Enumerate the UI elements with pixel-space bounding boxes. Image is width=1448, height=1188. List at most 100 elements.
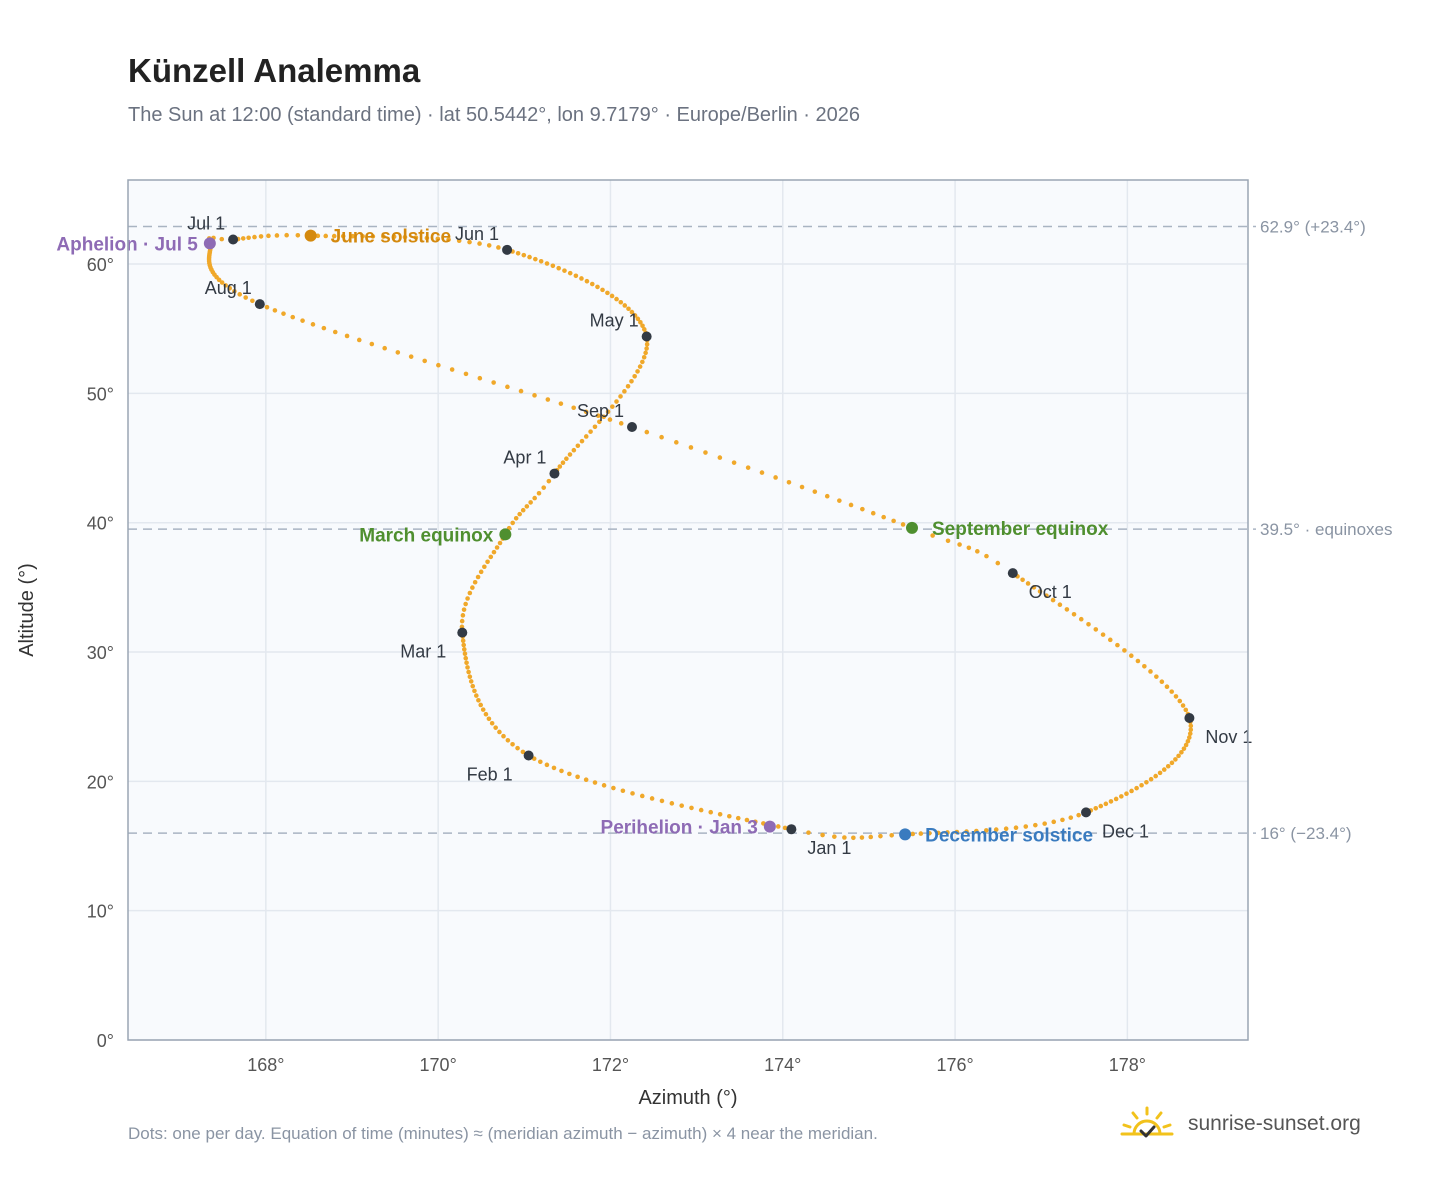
daily-dot — [689, 805, 694, 811]
daily-dot — [413, 235, 419, 240]
daily-dot — [266, 233, 271, 239]
daily-dot — [745, 465, 751, 470]
month-marker-dot — [254, 299, 265, 310]
daily-dot — [436, 362, 441, 368]
daily-dot — [974, 828, 979, 834]
daily-dot — [688, 445, 694, 450]
month-marker-dot — [457, 627, 468, 638]
daily-dot — [567, 771, 572, 777]
axis-ticks: 168° 170° 172° 174° 176° 178° 0° 10° 20° 30° 40° 50… — [87, 255, 1146, 1075]
daily-dot — [889, 832, 894, 838]
brand-logo[interactable]: sunrise-sunset.org — [1120, 1102, 1361, 1146]
daily-dot — [618, 299, 624, 305]
daily-dot — [640, 323, 645, 329]
daily-dot — [571, 447, 577, 453]
daily-dot — [638, 320, 643, 325]
daily-dot — [545, 397, 551, 402]
daily-dot — [489, 720, 495, 726]
daily-dot — [478, 702, 483, 708]
daily-dot — [993, 827, 999, 832]
daily-dot — [1129, 788, 1134, 794]
daily-dot — [551, 765, 557, 771]
daily-dot — [223, 283, 228, 288]
daily-dot — [562, 268, 567, 273]
daily-dot — [1113, 796, 1119, 802]
daily-dot — [538, 258, 544, 264]
daily-dot — [918, 831, 924, 836]
daily-dot — [564, 456, 569, 462]
month-marker-label: Jun 1 — [455, 224, 499, 244]
daily-dot — [640, 359, 645, 365]
daily-dot — [618, 421, 624, 426]
daily-dot — [731, 460, 737, 465]
daily-dot — [360, 233, 365, 239]
daily-dot — [459, 618, 465, 624]
daily-dot — [635, 316, 641, 322]
daily-dot — [1071, 611, 1077, 617]
daily-dot — [1122, 648, 1127, 653]
daily-dot — [1037, 589, 1043, 594]
daily-dot — [497, 540, 503, 546]
daily-dot — [486, 243, 492, 248]
daily-dot — [649, 796, 655, 801]
event-marker-dot — [203, 237, 216, 250]
daily-dot — [605, 290, 610, 296]
daily-dot — [975, 549, 980, 554]
daily-dot — [964, 829, 969, 834]
event-marker-dot — [906, 521, 918, 534]
daily-dot — [219, 236, 225, 242]
daily-dot — [935, 830, 941, 836]
daily-dot — [717, 811, 723, 817]
event-marker-label: Perihelion · Jan 3 — [601, 818, 758, 839]
daily-dot — [595, 284, 600, 290]
daily-dot — [408, 354, 414, 359]
daily-dot — [472, 688, 477, 694]
y-tick-label: 50° — [87, 384, 114, 404]
event-marker-dot — [499, 528, 512, 541]
daily-dot — [1093, 806, 1099, 811]
month-marker-dot — [228, 234, 239, 245]
daily-dot — [480, 707, 486, 712]
daily-dot — [424, 235, 430, 241]
month-marker-dot — [786, 824, 797, 835]
daily-dot — [559, 768, 564, 774]
daily-dot — [1169, 689, 1175, 694]
daily-dot — [609, 293, 615, 299]
daily-dot — [461, 642, 467, 648]
daily-dot — [641, 327, 647, 332]
daily-dot — [583, 434, 589, 439]
daily-dot — [1139, 782, 1144, 788]
y-tick-label: 0° — [97, 1031, 114, 1051]
daily-dot — [515, 745, 520, 751]
daily-dot — [744, 817, 750, 823]
daily-dot — [331, 233, 337, 239]
month-marker-dot — [502, 244, 513, 255]
x-tick-label: 172° — [592, 1055, 629, 1075]
daily-dot — [611, 785, 616, 791]
daily-dot — [546, 478, 552, 484]
daily-dot — [629, 309, 635, 315]
daily-dot — [1031, 585, 1037, 590]
daily-dot — [727, 813, 732, 819]
daily-dot — [910, 831, 916, 837]
daily-dot — [470, 683, 476, 689]
daily-dot — [232, 288, 237, 294]
y-tick-label: 40° — [87, 514, 114, 534]
daily-dot — [467, 590, 473, 596]
daily-dot — [837, 498, 842, 503]
daily-dot — [465, 665, 470, 670]
daily-dot — [1128, 653, 1134, 659]
daily-dot — [557, 464, 563, 469]
daily-dot — [1093, 627, 1099, 632]
daily-dot — [310, 322, 316, 327]
month-marker-label: Apr 1 — [503, 448, 546, 468]
daily-dot — [573, 273, 579, 279]
daily-dot — [984, 553, 989, 559]
daily-dot — [579, 276, 584, 281]
daily-dot — [435, 236, 441, 242]
daily-dot — [995, 560, 1001, 566]
daily-dot — [382, 345, 387, 351]
daily-dot — [321, 325, 327, 331]
daily-dot — [1181, 746, 1187, 751]
daily-dot — [622, 303, 628, 308]
